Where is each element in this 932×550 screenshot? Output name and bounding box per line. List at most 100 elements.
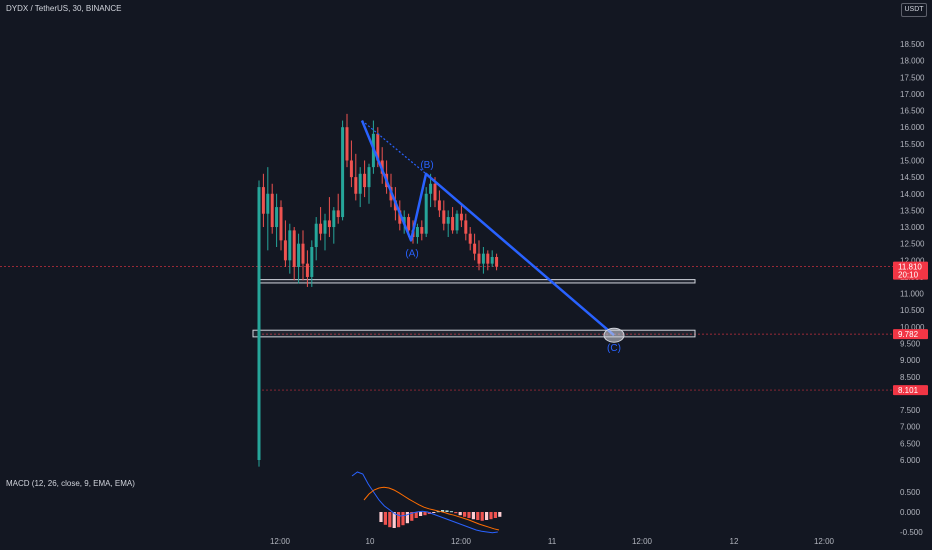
y-tick-label: 17.000 [900,90,925,99]
candle-body [367,167,371,188]
price-tag-countdown: 20:10 [898,271,919,280]
candle-body [354,177,358,194]
wave-label: (C) [607,343,621,354]
candle-body [323,220,327,234]
wave-label: (B) [420,160,433,171]
candle-body [297,243,301,267]
y-tick-label: 16.500 [900,107,925,116]
macd-histogram-bar [467,512,471,518]
macd-histogram-bar [410,512,414,521]
y-tick-label: 14.500 [900,173,925,182]
x-tick-label: 12 [730,537,739,546]
macd-histogram-bar [485,512,489,520]
x-tick-label: 11 [548,537,557,546]
macd-histogram-bar [405,512,409,524]
candle-body [257,187,261,460]
wave-label: (A) [405,248,418,259]
x-tick-label: 12:00 [814,537,835,546]
macd-histogram-bar [392,512,396,528]
candle-body [495,256,499,267]
candle-body [288,230,292,261]
macd-tick-label: 0.500 [900,488,921,497]
macd-histogram-bar [489,512,493,520]
candle-body [473,243,477,254]
y-tick-label: 16.000 [900,123,925,132]
candle-body [270,193,274,228]
candle-body [314,223,318,248]
macd-line [351,471,498,534]
candle-body [341,127,345,218]
candle-body [464,220,468,234]
candle-body [275,207,279,228]
macd-histogram-bar [498,512,502,517]
candle-body [446,217,450,224]
candle-body [310,247,314,277]
candle-body [305,263,309,277]
y-tick-label: 11.000 [900,290,924,299]
y-tick-label: 12.500 [900,240,925,249]
support-zone [259,279,696,284]
macd-histogram-bar [480,512,484,521]
y-tick-label: 13.000 [900,223,925,232]
y-tick-label: 8.500 [900,373,921,382]
macd-histogram-bar [458,512,462,516]
macd-histogram-bar [383,512,387,525]
candle-body [459,213,463,221]
candle-body [398,210,402,224]
candle-body [481,253,485,264]
macd-histogram-bar [463,512,467,517]
x-tick-label: 12:00 [632,537,653,546]
y-tick-label: 7.000 [900,423,921,432]
symbol-title[interactable]: DYDX / TetherUS, 30, BINANCE [6,4,122,13]
candle-body [327,220,331,228]
y-tick-label: 17.500 [900,73,925,82]
candle-body [429,183,433,194]
macd-histogram-bar [445,510,449,512]
x-tick-label: 12:00 [451,537,472,546]
price-tag-text: 11.810 [898,263,922,272]
macd-histogram-bar [388,512,392,528]
y-tick-label: 18.000 [900,57,925,66]
macd-histogram-bar [493,512,497,518]
price-tag-text: 9.782 [898,330,919,339]
y-tick-label: 15.000 [900,156,925,165]
y-tick-label: 9.500 [900,340,921,349]
macd-histogram-bar [471,512,475,520]
macd-histogram-bar [414,512,418,518]
y-tick-label: 6.000 [900,456,921,465]
candle-body [345,127,349,161]
candle-body [437,200,441,211]
candle-body [336,210,340,218]
candle-body [349,160,353,178]
macd-histogram-bar [401,512,405,526]
macd-histogram-bar [379,512,383,522]
price-tag [893,261,928,280]
macd-histogram-bar [454,512,458,514]
signal-line [363,486,500,531]
y-tick-label: 9.000 [900,356,921,365]
y-tick-label: 7.500 [900,406,921,415]
macd-histogram-bar [397,512,401,528]
y-tick-label: 12.000 [900,256,925,265]
candle-body [420,227,424,234]
y-tick-label: 18.500 [900,40,925,49]
candle-body [301,243,305,264]
y-tick-label: 10.000 [900,323,925,332]
support-zone [252,329,696,338]
macd-label[interactable]: MACD (12, 26, close, 9, EMA, EMA) [6,479,135,488]
candle-body [407,217,411,231]
candle-body [292,230,296,267]
currency-badge[interactable]: USDT [901,3,927,17]
wave-line [360,120,615,337]
candle-body [402,217,406,224]
macd-histogram-bar [449,511,453,513]
price-tag [893,385,928,396]
target-marker [603,327,625,343]
y-tick-label: 6.500 [900,439,921,448]
candle-body [358,173,362,194]
y-tick-label: 15.500 [900,140,925,149]
candle-body [363,173,367,188]
candle-body [433,183,437,201]
price-tag-text: 8.101 [898,386,919,395]
